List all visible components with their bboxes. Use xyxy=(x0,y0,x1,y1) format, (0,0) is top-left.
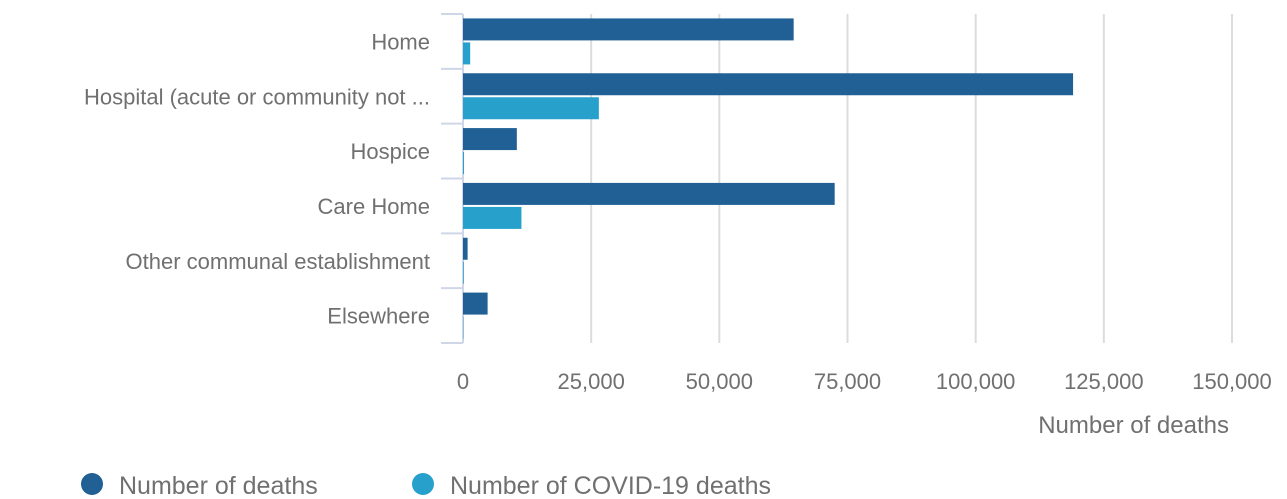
bar-covid-deaths[interactable] xyxy=(463,42,471,65)
x-tick-label: 50,000 xyxy=(686,369,753,394)
bar-deaths[interactable] xyxy=(463,292,488,315)
category-label: Hospital (acute or community not ... xyxy=(84,84,430,109)
x-tick-label: 0 xyxy=(457,369,469,394)
bar-deaths[interactable] xyxy=(463,128,517,151)
x-tick-label: 75,000 xyxy=(814,369,881,394)
category-label: Hospice xyxy=(351,139,430,164)
category-axis xyxy=(441,13,464,344)
legend-swatch xyxy=(81,473,103,495)
category-labels: Home Hospital (acute or community not ...… xyxy=(84,29,430,328)
x-tick-label: 125,000 xyxy=(1064,369,1144,394)
bar-covid-deaths[interactable] xyxy=(463,97,599,120)
gridlines xyxy=(590,14,1233,343)
legend[interactable]: Number of deaths Number of COVID-19 death… xyxy=(81,472,771,499)
bar-covid-deaths[interactable] xyxy=(463,152,465,175)
legend-item-covid-deaths[interactable]: Number of COVID-19 deaths xyxy=(412,472,771,499)
bar-covid-deaths[interactable] xyxy=(463,261,464,284)
x-tick-label: 25,000 xyxy=(558,369,625,394)
legend-label: Number of deaths xyxy=(119,472,318,499)
category-label: Care Home xyxy=(318,194,430,219)
category-label: Elsewhere xyxy=(327,304,430,329)
bar-deaths[interactable] xyxy=(463,18,794,41)
category-label: Home xyxy=(371,29,430,54)
x-tick-label: 100,000 xyxy=(936,369,1016,394)
x-tick-label: 150,000 xyxy=(1192,369,1272,394)
legend-label: Number of COVID-19 deaths xyxy=(450,472,771,499)
x-axis-title: Number of deaths xyxy=(1038,412,1229,439)
bar-deaths[interactable] xyxy=(463,237,468,260)
bar-deaths[interactable] xyxy=(463,182,835,205)
bar-covid-deaths[interactable] xyxy=(463,206,522,229)
legend-swatch xyxy=(412,473,434,495)
bar-deaths[interactable] xyxy=(463,73,1074,96)
x-tick-labels: 0 25,000 50,000 75,000 100,000 125,000 150,000 xyxy=(457,369,1272,394)
legend-item-deaths[interactable]: Number of deaths xyxy=(81,472,318,499)
bars xyxy=(463,18,1074,339)
category-label: Other communal establishment xyxy=(126,249,430,274)
